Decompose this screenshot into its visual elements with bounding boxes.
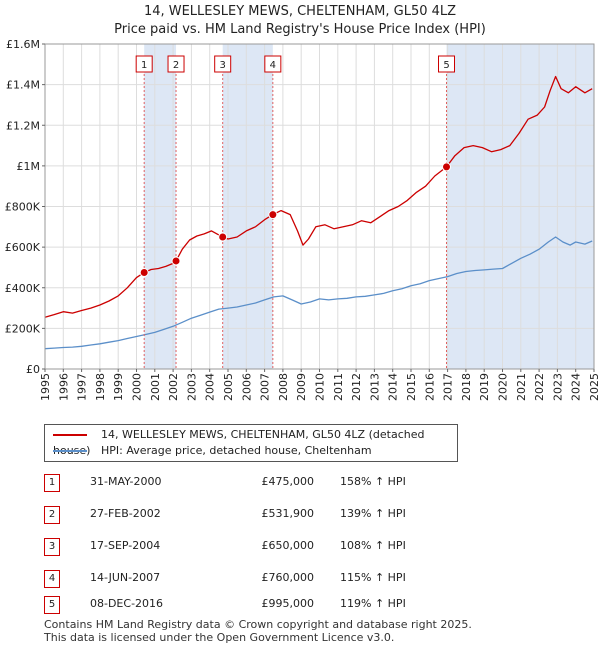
- y-tick-label: £200K: [5, 322, 41, 335]
- sale-marker-box: [214, 55, 232, 73]
- x-tick-label: 2014: [387, 373, 400, 401]
- chart-subtitle: Price paid vs. HM Land Registry's House …: [114, 22, 486, 37]
- x-tick-label: 2010: [314, 373, 327, 401]
- sale-hpi-change: 115% ↑ HPI: [340, 571, 406, 584]
- x-tick-label: 2024: [570, 373, 583, 401]
- sale-date: 14-JUN-2007: [90, 571, 161, 584]
- x-tick-label: 2013: [368, 373, 381, 401]
- sale-number-badge: 2: [44, 506, 60, 524]
- legend-item-property: 14, WELLESLEY MEWS, CHELTENHAM, GL50 4LZ…: [53, 427, 457, 457]
- sale-marker-label: 4: [270, 60, 276, 71]
- x-tick-label: 2025: [588, 373, 600, 401]
- x-tick-label: 2004: [204, 373, 217, 401]
- sale-marker-label: 5: [443, 60, 449, 71]
- sale-date: 08-DEC-2016: [90, 597, 164, 610]
- chart-title-block: 14, WELLESLEY MEWS, CHELTENHAM, GL50 4LZ…: [0, 3, 600, 39]
- y-tick-label: £1.2M: [6, 119, 40, 132]
- sale-price: £995,000: [261, 597, 315, 610]
- x-tick-label: 1998: [94, 373, 107, 401]
- sale-date: 17-SEP-2004: [90, 539, 161, 552]
- x-tick-label: 1999: [112, 373, 125, 401]
- legend-swatch-hpi: [53, 450, 87, 452]
- x-tick-label: 2016: [423, 373, 436, 401]
- chart-title: 14, WELLESLEY MEWS, CHELTENHAM, GL50 4LZ: [143, 4, 457, 19]
- sale-marker-box: [135, 55, 153, 73]
- x-tick-label: 2006: [240, 373, 253, 401]
- sale-number-badge: 1: [44, 474, 60, 492]
- x-tick-label: 1996: [57, 373, 70, 401]
- footer-attribution: Contains HM Land Registry data © Crown c…: [44, 618, 472, 644]
- x-tick-label: 2019: [478, 373, 491, 401]
- sale-hpi-change: 108% ↑ HPI: [340, 539, 406, 552]
- legend-swatch-property: [53, 434, 87, 436]
- x-tick-label: 2012: [350, 373, 363, 401]
- sale-date: 27-FEB-2002: [90, 507, 161, 520]
- x-tick-label: 1997: [76, 373, 89, 401]
- sale-price: £475,000: [261, 475, 315, 488]
- x-tick-label: 2007: [259, 373, 272, 401]
- hpi-line: [44, 236, 593, 350]
- x-tick-label: 2023: [551, 373, 564, 401]
- x-tick-label: 2003: [185, 373, 198, 401]
- y-tick-label: £1.4M: [6, 79, 40, 92]
- sale-point: [268, 210, 278, 220]
- sale-price: £760,000: [261, 571, 315, 584]
- y-tick-label: £600K: [5, 241, 41, 254]
- sale-marker-label: 1: [141, 60, 147, 71]
- x-tick-label: 2005: [222, 373, 235, 401]
- x-tick-label: 2011: [332, 373, 345, 401]
- footer-line-1: Contains HM Land Registry data © Crown c…: [44, 618, 472, 631]
- legend-item-hpi: HPI: Average price, detached house, Chel…: [53, 443, 372, 459]
- y-tick-label: £0: [26, 363, 40, 376]
- y-tick-label: £1.6M: [6, 38, 40, 51]
- sale-number-badge: 4: [44, 570, 60, 588]
- x-tick-label: 2018: [460, 373, 473, 401]
- footer-line-2: This data is licensed under the Open Gov…: [44, 631, 395, 644]
- sale-hpi-change: 139% ↑ HPI: [340, 507, 406, 520]
- sale-point: [218, 232, 228, 242]
- x-tick-label: 2015: [405, 373, 418, 401]
- x-tick-label: 2000: [131, 373, 144, 401]
- sale-marker-label: 3: [220, 60, 226, 71]
- y-tick-label: £800K: [5, 201, 41, 214]
- sale-marker-label: 2: [173, 60, 179, 71]
- x-tick-label: 2020: [497, 373, 510, 401]
- legend: 14, WELLESLEY MEWS, CHELTENHAM, GL50 4LZ…: [44, 424, 458, 462]
- y-tick-label: £400K: [5, 282, 41, 295]
- sale-date: 31-MAY-2000: [90, 475, 162, 488]
- sale-point: [171, 256, 181, 266]
- table-row: 3 17-SEP-2004 £650,000 108% ↑ HPI: [44, 538, 444, 556]
- x-tick-label: 2002: [167, 373, 180, 401]
- legend-label-hpi: HPI: Average price, detached house, Chel…: [101, 444, 372, 457]
- x-tick-label: 2001: [149, 373, 162, 401]
- x-tick-label: 2017: [442, 373, 455, 401]
- sale-point: [139, 268, 149, 278]
- sale-point: [442, 162, 452, 172]
- x-tick-label: 2008: [277, 373, 290, 401]
- table-row: 4 14-JUN-2007 £760,000 115% ↑ HPI: [44, 570, 444, 588]
- sale-marker-box: [264, 55, 282, 73]
- sale-price: £650,000: [261, 539, 315, 552]
- x-tick-label: 2022: [533, 373, 546, 401]
- sale-hpi-change: 119% ↑ HPI: [340, 597, 406, 610]
- table-row: 1 31-MAY-2000 £475,000 158% ↑ HPI: [44, 474, 444, 492]
- sale-marker-box: [167, 55, 185, 73]
- sale-marker-box: [438, 55, 456, 73]
- y-tick-label: £1M: [17, 160, 41, 173]
- price-chart: 1 2 3 4 5 £0 £200K £400K £600K £800K £1M £1.2M £1.4…: [5, 38, 600, 401]
- sale-price: £531,900: [261, 507, 315, 520]
- table-row: 5 08-DEC-2016 £995,000 119% ↑ HPI: [44, 596, 444, 614]
- x-tick-label: 1995: [39, 373, 52, 401]
- sale-number-badge: 3: [44, 538, 60, 556]
- x-tick-label: 2021: [515, 373, 528, 401]
- x-tick-label: 2009: [295, 373, 308, 401]
- sale-hpi-change: 158% ↑ HPI: [340, 475, 406, 488]
- table-row: 2 27-FEB-2002 £531,900 139% ↑ HPI: [44, 506, 444, 524]
- sale-number-badge: 5: [44, 596, 60, 614]
